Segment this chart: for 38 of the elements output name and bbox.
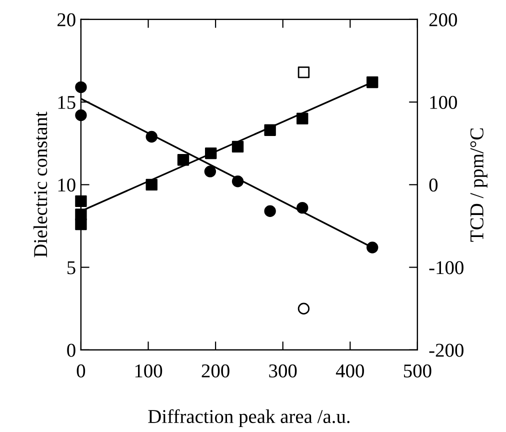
y2-axis-title: TCD / ppm/°C: [470, 128, 488, 242]
point: [205, 147, 217, 160]
point: [366, 242, 378, 254]
y-axis-title: Dielectric constant: [33, 112, 48, 258]
x-tick-label: 300: [269, 364, 297, 378]
y2-tick-label: -100: [429, 261, 464, 274]
y2-tick-label: 200: [429, 13, 457, 26]
point: [298, 302, 310, 314]
x-tick-label: 100: [135, 364, 162, 378]
point: [264, 205, 276, 217]
point: [366, 76, 378, 88]
x-tick-label: 0: [76, 364, 86, 378]
y-tick-label: 20: [58, 13, 76, 26]
y-tick-label: 15: [58, 96, 76, 109]
point: [232, 140, 244, 153]
point: [146, 130, 158, 143]
point: [75, 81, 87, 94]
y2-tick-label: 100: [430, 96, 457, 109]
point: [296, 202, 308, 214]
x-tick-label: 200: [202, 364, 230, 378]
y2-tick-label: 0: [429, 178, 438, 192]
point: [75, 218, 87, 230]
y-tick-label: 5: [68, 261, 76, 274]
point: [75, 195, 87, 208]
point: [232, 176, 244, 188]
point: [264, 124, 276, 136]
point: [204, 166, 216, 178]
x-tick-label: 500: [404, 364, 432, 378]
point: [177, 154, 190, 166]
point: [296, 112, 308, 124]
point: [146, 178, 158, 191]
x-axis-title: Diffraction peak area /a.u.: [148, 409, 350, 428]
y-tick-label: 10: [58, 178, 76, 192]
point: [298, 66, 310, 78]
y-tick-label: 0: [67, 344, 76, 357]
x-tick-label: 400: [336, 364, 364, 378]
point: [75, 109, 87, 122]
y2-tick-label: -200: [429, 344, 464, 357]
